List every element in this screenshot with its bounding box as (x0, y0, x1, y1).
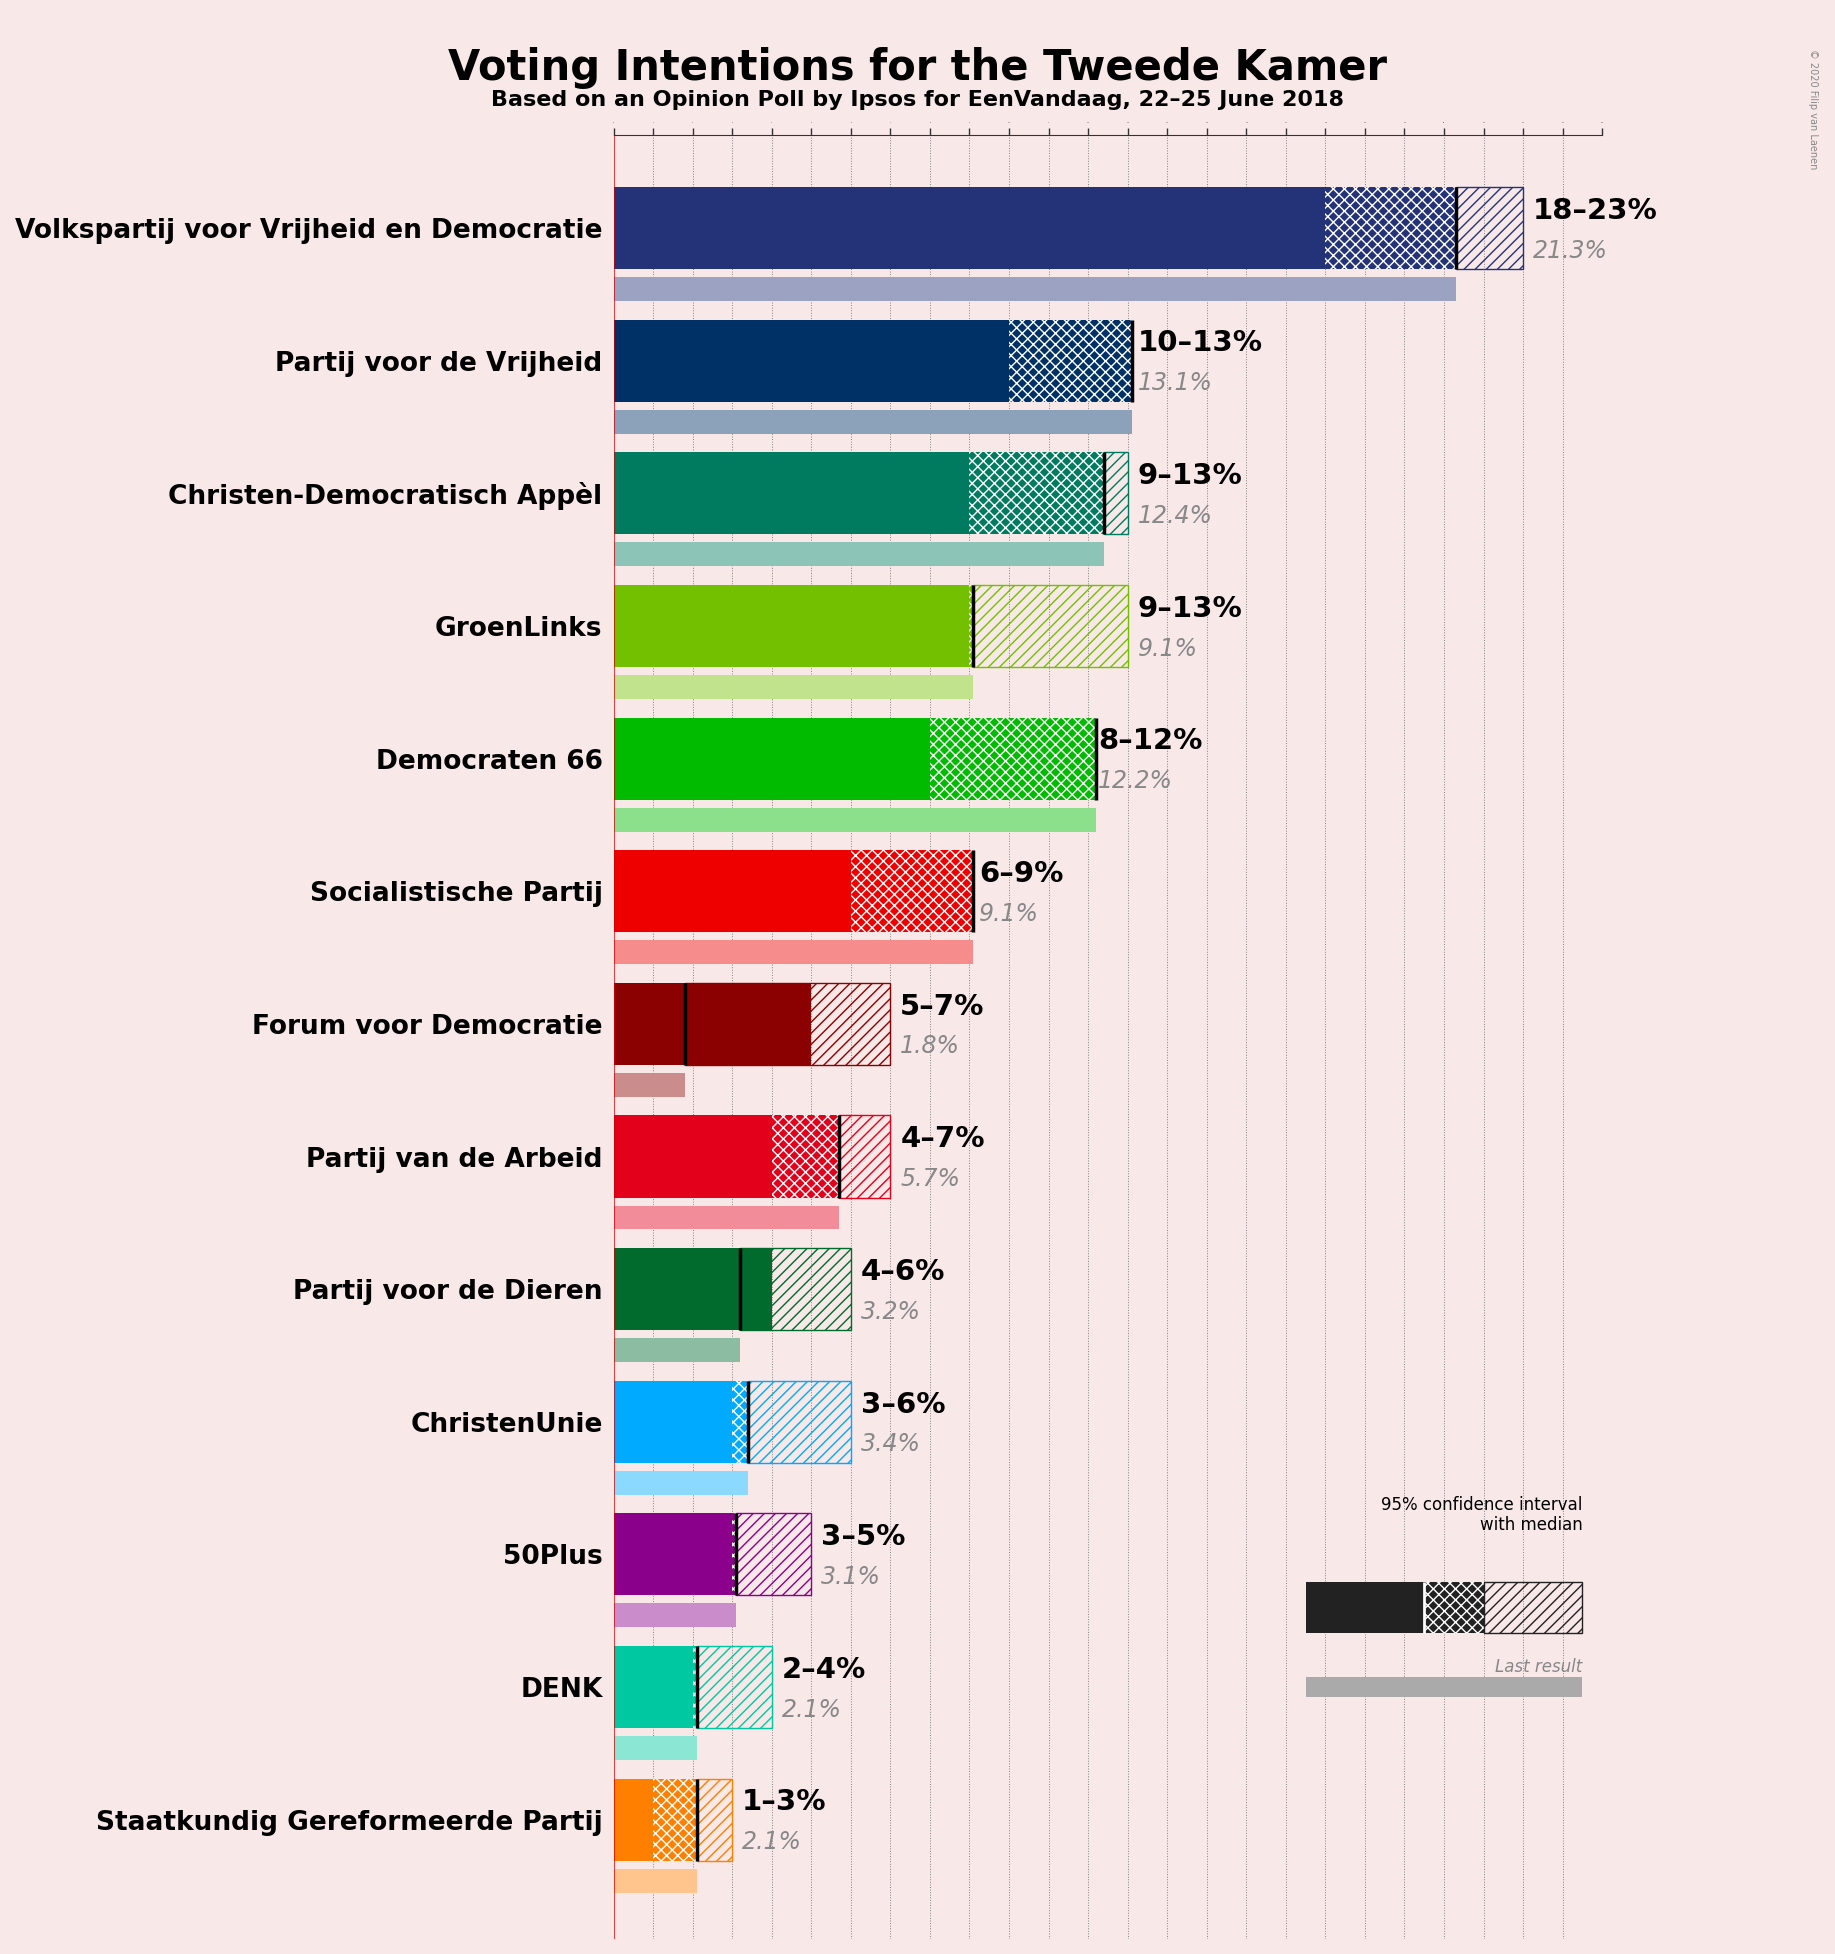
Bar (613, 1735, 697, 1761)
Bar (613, 543, 1105, 567)
Bar (613, 807, 1095, 832)
Bar (1424, 1583, 1483, 1634)
Bar (613, 1338, 740, 1362)
Bar (736, 1512, 811, 1596)
Bar (613, 584, 969, 666)
Text: 9–13%: 9–13% (1138, 594, 1242, 623)
Bar (613, 1116, 773, 1198)
Text: 10–13%: 10–13% (1138, 330, 1262, 358)
Bar (732, 1512, 736, 1596)
Text: Last result: Last result (1496, 1657, 1582, 1677)
Bar (613, 850, 851, 932)
Text: 2.1%: 2.1% (741, 1831, 802, 1854)
Text: 18–23%: 18–23% (1532, 197, 1657, 225)
Bar (613, 1249, 773, 1331)
Text: 12.2%: 12.2% (1097, 770, 1173, 793)
Text: 3–6%: 3–6% (861, 1391, 945, 1419)
Text: 12.4%: 12.4% (1138, 504, 1213, 528)
Text: 95% confidence interval
with median: 95% confidence interval with median (1382, 1495, 1582, 1534)
Text: 1–3%: 1–3% (741, 1788, 826, 1817)
Bar (613, 1645, 692, 1727)
Bar (1305, 1583, 1424, 1634)
Bar (1305, 1677, 1582, 1696)
Bar (697, 1645, 773, 1727)
Bar (613, 674, 973, 700)
Bar (732, 1381, 749, 1464)
Bar (613, 320, 1009, 403)
Text: 5.7%: 5.7% (901, 1167, 960, 1192)
Text: 5–7%: 5–7% (901, 993, 985, 1020)
Bar (684, 983, 890, 1065)
Bar (773, 1116, 839, 1198)
Text: Based on an Opinion Poll by Ipsos for EenVandaag, 22–25 June 2018: Based on an Opinion Poll by Ipsos for Ee… (492, 90, 1343, 109)
Bar (740, 1249, 851, 1331)
Text: 2.1%: 2.1% (782, 1698, 842, 1721)
Text: 3.4%: 3.4% (861, 1432, 921, 1456)
Text: 4–7%: 4–7% (901, 1126, 985, 1153)
Text: 13.1%: 13.1% (1138, 371, 1213, 395)
Bar (1105, 451, 1129, 535)
Bar (613, 410, 1132, 434)
Bar (973, 584, 1129, 666)
Bar (613, 1471, 749, 1495)
Text: Voting Intentions for the Tweede Kamer: Voting Intentions for the Tweede Kamer (448, 47, 1387, 88)
Text: 6–9%: 6–9% (980, 860, 1064, 887)
Bar (1009, 320, 1132, 403)
Text: 4–6%: 4–6% (861, 1258, 945, 1286)
Text: 3.2%: 3.2% (861, 1299, 921, 1323)
Bar (613, 983, 811, 1065)
Bar (613, 1512, 732, 1596)
Bar (969, 584, 973, 666)
Text: 3–5%: 3–5% (822, 1522, 906, 1551)
Bar (613, 1604, 736, 1628)
Bar (613, 940, 973, 963)
Text: 9.1%: 9.1% (980, 903, 1039, 926)
Bar (613, 1206, 839, 1229)
Bar (653, 1778, 697, 1860)
Bar (930, 717, 1095, 799)
Text: © 2020 Filip van Laenen: © 2020 Filip van Laenen (1807, 49, 1818, 170)
Bar (851, 850, 973, 932)
Text: 8–12%: 8–12% (1097, 727, 1202, 756)
Text: 3.1%: 3.1% (822, 1565, 881, 1589)
Bar (613, 277, 1455, 301)
Bar (969, 451, 1105, 535)
Bar (613, 451, 969, 535)
Text: 2–4%: 2–4% (782, 1655, 866, 1684)
Bar (613, 1073, 684, 1096)
Bar (613, 1381, 732, 1464)
Bar (1483, 1583, 1582, 1634)
Bar (697, 1778, 732, 1860)
Text: 9–13%: 9–13% (1138, 463, 1242, 490)
Bar (1325, 188, 1455, 270)
Text: 21.3%: 21.3% (1532, 238, 1607, 262)
Text: 1.8%: 1.8% (901, 1034, 960, 1059)
Bar (613, 1868, 697, 1893)
Bar (692, 1645, 697, 1727)
Bar (749, 1381, 851, 1464)
Bar (613, 1778, 653, 1860)
Bar (839, 1116, 890, 1198)
Bar (1455, 188, 1523, 270)
Text: 9.1%: 9.1% (1138, 637, 1198, 660)
Bar (613, 717, 930, 799)
Bar (613, 188, 1325, 270)
